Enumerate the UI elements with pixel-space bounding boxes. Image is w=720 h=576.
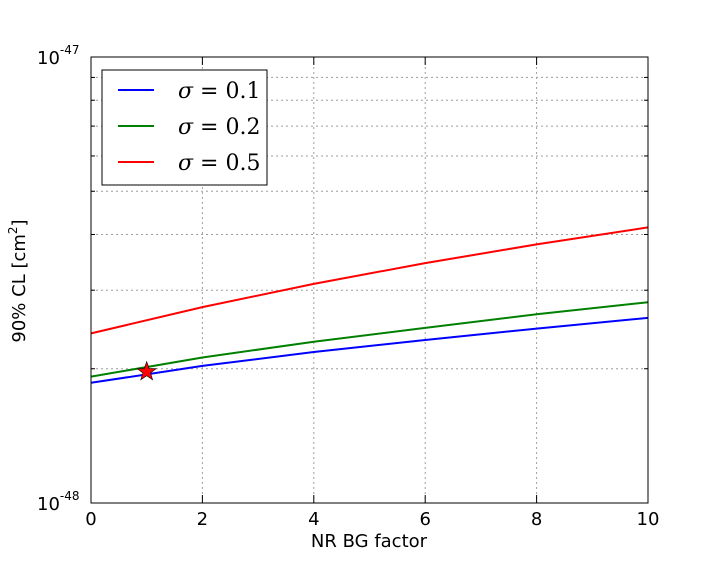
series-line	[90, 301, 649, 378]
y-axis-label: 90% CL [cm2]	[6, 219, 30, 342]
x-tick-label: 10	[637, 509, 660, 530]
y-axis-label-close: ]	[9, 219, 30, 226]
x-tick-label: 8	[531, 509, 542, 530]
grid-lines	[91, 57, 648, 503]
series-layer	[90, 226, 649, 384]
plot-frame	[90, 56, 649, 504]
y-tick-label: 10-47	[37, 43, 80, 69]
legend: σ = 0.1 σ = 0.2 σ = 0.5	[101, 69, 268, 186]
series-line	[90, 316, 649, 384]
legend-label: σ = 0.2	[178, 115, 260, 140]
x-tick-labels: 0 2 4 6 8 10	[85, 509, 659, 530]
x-tick-label: 6	[419, 509, 430, 530]
y-axis-label-main: 90% CL [cm	[9, 234, 30, 343]
series-line	[90, 226, 649, 335]
marker-layer	[136, 360, 158, 381]
y-tick-label: 10-48	[37, 489, 80, 515]
x-tick-label: 2	[197, 509, 208, 530]
star-marker	[136, 360, 158, 381]
axis-ticks	[90, 56, 649, 504]
x-axis-label: NR BG factor	[311, 531, 428, 552]
legend-box	[101, 69, 268, 186]
y-axis-label-sup: 2	[6, 226, 20, 234]
y-tick-labels: 10-48 10-47	[37, 43, 80, 515]
legend-label: σ = 0.5	[178, 151, 260, 176]
legend-label: σ = 0.1	[178, 79, 260, 104]
x-tick-label: 4	[308, 509, 319, 530]
x-tick-label: 0	[85, 509, 96, 530]
